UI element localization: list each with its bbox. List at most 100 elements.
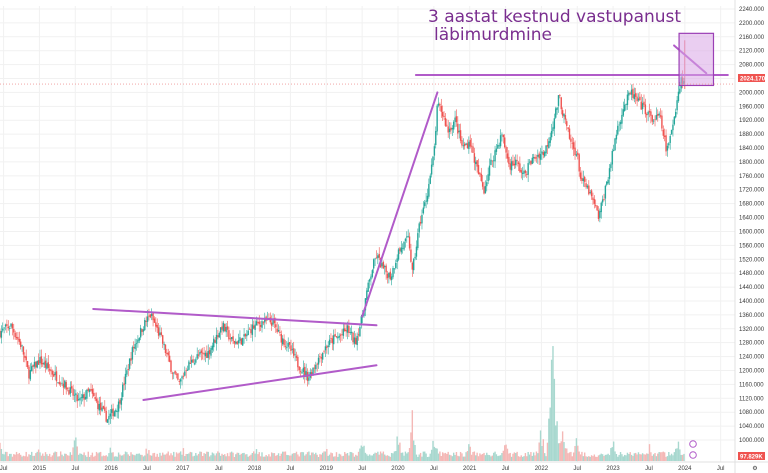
candle-body xyxy=(668,143,670,146)
candle-body xyxy=(575,154,578,156)
volume-bar xyxy=(451,456,454,461)
volume-bar xyxy=(560,441,562,461)
volume-bar xyxy=(306,452,309,461)
candle-body xyxy=(513,163,516,166)
volume-bar xyxy=(208,456,211,461)
candle-body xyxy=(568,128,571,139)
volume-bar xyxy=(633,453,636,461)
candle-body xyxy=(217,335,219,338)
candle-body xyxy=(430,164,433,175)
settings-icon[interactable]: ⚙ xyxy=(752,465,757,472)
candle-body xyxy=(236,341,238,345)
event-marker-icon[interactable] xyxy=(689,451,697,459)
volume-bar xyxy=(371,455,374,461)
candle-body xyxy=(10,323,12,327)
x-tick-label: 2020 xyxy=(391,466,405,472)
volume-bar xyxy=(601,454,604,461)
candle-body xyxy=(477,165,480,175)
candle-body xyxy=(244,333,247,337)
upper-triangle-line xyxy=(92,307,378,327)
candle-body xyxy=(22,346,25,355)
volume-bar xyxy=(579,454,582,461)
candle-body xyxy=(534,156,536,159)
volume-bar xyxy=(497,456,499,461)
candle-body xyxy=(211,345,214,350)
candle-body xyxy=(606,181,608,185)
candle-body xyxy=(669,135,671,143)
volume-bar xyxy=(280,453,283,461)
volume-bar xyxy=(95,451,98,461)
y-tick-label: 1080.000 xyxy=(739,410,765,416)
volume-bar xyxy=(65,453,67,461)
volume-bar xyxy=(606,454,608,461)
volume-bar xyxy=(54,451,56,461)
volume-bar xyxy=(583,452,586,461)
candle-body xyxy=(298,366,300,371)
candle-body xyxy=(276,328,278,333)
volume-bar xyxy=(512,453,514,461)
candle-body xyxy=(643,101,645,105)
y-tick-label: 1840.000 xyxy=(739,146,765,152)
y-tick-label: 1480.000 xyxy=(739,271,765,277)
candle-body xyxy=(662,129,664,136)
volume-bar xyxy=(523,456,525,461)
candle-body xyxy=(508,156,510,164)
candle-body xyxy=(7,326,9,329)
volume-bar xyxy=(672,455,674,461)
volume-bar xyxy=(221,453,223,461)
candle-body xyxy=(319,356,321,358)
candle-body xyxy=(597,210,600,219)
volume-bar xyxy=(637,452,640,461)
candle-body xyxy=(648,110,651,113)
volume-bar xyxy=(363,445,365,461)
volume-bar xyxy=(25,451,27,461)
volume-bar xyxy=(407,452,409,461)
candle-body xyxy=(388,272,390,278)
volume-bar xyxy=(105,455,107,461)
volume-bar xyxy=(465,452,467,461)
volume-bar xyxy=(440,455,442,461)
volume-bar xyxy=(495,454,498,461)
breakout-trend-line xyxy=(361,91,439,318)
volume-bar xyxy=(417,456,419,461)
candle-body xyxy=(199,352,201,355)
candle-body xyxy=(488,165,491,176)
volume-bar xyxy=(555,425,557,461)
candle-body xyxy=(141,329,143,333)
volume-bar xyxy=(623,454,626,461)
event-markers[interactable] xyxy=(689,440,697,459)
volume-bar xyxy=(126,452,128,461)
candle-body xyxy=(48,369,51,371)
candle-body xyxy=(270,322,273,326)
volume-bar xyxy=(178,452,180,461)
candle-body xyxy=(66,387,69,389)
volume-bar xyxy=(175,452,178,461)
candle-body xyxy=(357,334,360,336)
volume-bar xyxy=(139,454,142,461)
volume-bar xyxy=(317,456,320,461)
volume-bar xyxy=(150,455,153,461)
candle-body xyxy=(333,335,335,345)
volume-bar xyxy=(168,455,171,461)
candle-body xyxy=(516,160,518,162)
event-marker-icon[interactable] xyxy=(689,440,697,448)
candle-body xyxy=(288,342,291,345)
candle-body xyxy=(654,119,656,121)
volume-bar xyxy=(37,449,40,461)
y-tick-label: 1040.000 xyxy=(739,424,765,430)
candle-body xyxy=(650,111,652,116)
volume-bar xyxy=(200,451,203,461)
candle-body xyxy=(179,379,182,382)
candle-body xyxy=(539,154,542,160)
candle-body xyxy=(440,105,442,112)
x-tick-label: 2022 xyxy=(535,466,549,472)
volume-bar xyxy=(458,456,460,461)
volume-bar xyxy=(599,454,601,461)
breakout-highlight-box xyxy=(678,32,715,87)
x-tick-label: Jul xyxy=(143,466,151,472)
candle-body xyxy=(119,399,121,404)
volume-bar xyxy=(254,453,256,461)
volume-bar xyxy=(298,456,300,461)
